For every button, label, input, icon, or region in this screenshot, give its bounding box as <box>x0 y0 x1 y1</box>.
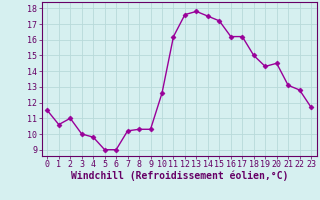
X-axis label: Windchill (Refroidissement éolien,°C): Windchill (Refroidissement éolien,°C) <box>70 171 288 181</box>
